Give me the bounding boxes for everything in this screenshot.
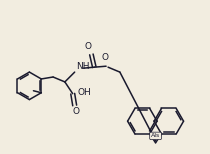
Text: OH: OH	[78, 88, 91, 97]
Text: NH: NH	[76, 62, 89, 71]
Text: O: O	[102, 53, 109, 62]
Text: O: O	[72, 107, 79, 116]
Text: Als: Als	[151, 133, 160, 138]
Text: O: O	[85, 43, 92, 51]
